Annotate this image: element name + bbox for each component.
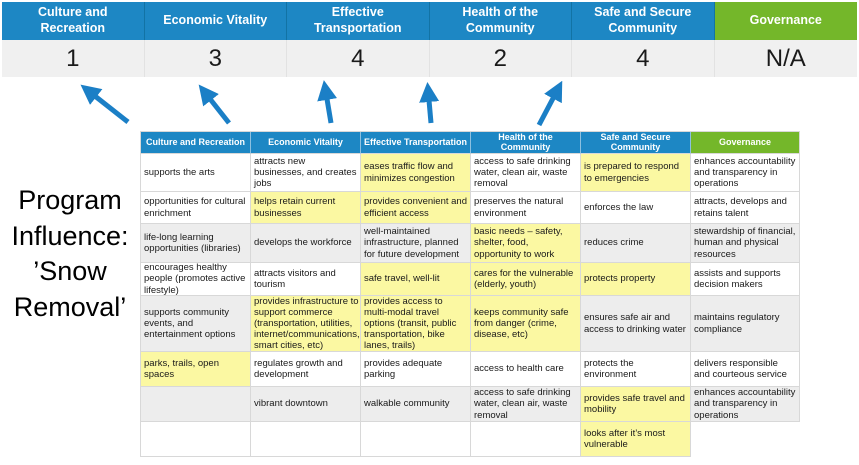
matrix-cell-safe-travel-well-lit: safe travel, well-lit [361,263,471,296]
matrix-cell-helps-retain-current-businesses: helps retain current businesses [251,192,361,224]
matrix-cell-walkable-community: walkable community [361,387,471,422]
matrix-cell-access-to-safe-drinking-water-clean-air-: access to safe drinking water, clean air… [471,387,581,422]
influence-matrix-table: Culture and Recreation Economic Vitality E… [140,131,800,457]
matrix-header-governance: Governance [691,132,800,154]
matrix-header-health-of-the-community: Health of the Community [471,132,581,154]
matrix-cell-provides-safe-travel-and-mobility: provides safe travel and mobility [581,387,691,422]
banner-header-economic-vitality: Economic Vitality [144,2,287,40]
score-value-economic-vitality: 3 [144,40,287,77]
page-title: Program Influence: ’Snow Removal’ [0,183,140,326]
matrix-cell-preserves-the-natural-environment: preserves the natural environment [471,192,581,224]
matrix-cell-provides-infrastructure-to-support-comme: provides infrastructure to support comme… [251,296,361,352]
matrix-cell-access-to-health-care: access to health care [471,352,581,387]
matrix-cell-enforces-the-law: enforces the law [581,192,691,224]
matrix-cell-is-prepared-to-respond-to-emergencies: is prepared to respond to emergencies [581,154,691,192]
matrix-cell-keeps-community-safe-from-danger-crime-d: keeps community safe from danger (crime,… [471,296,581,352]
priority-score-banner: Culture and Recreation Economic Vitality E… [2,2,857,77]
matrix-cell-empty-r8c1 [141,422,251,457]
matrix-cell-access-to-safe-drinking-water-clean-air-: access to safe drinking water, clean air… [471,154,581,192]
arrow-to-safe-and-secure-community [536,80,563,127]
matrix-cell-provides-access-to-multi-modal-travel-op: provides access to multi-modal travel op… [361,296,471,352]
matrix-cell-assists-and-supports-decision-makers: assists and supports decision makers [691,263,800,296]
banner-header-safe-and-secure-community: Safe and Secure Community [572,2,715,40]
matrix-cell-delivers-responsible-and-courteous-servi: delivers responsible and courteous servi… [691,352,800,387]
matrix-cell-protects-property: protects property [581,263,691,296]
banner-header-governance: Governance [714,2,857,40]
matrix-cell-cares-for-the-vulnerable-elderly-youth: cares for the vulnerable (elderly, youth… [471,263,581,296]
matrix-header-effective-transportation: Effective Transportation [361,132,471,154]
matrix-cell-attracts-develops-and-retains-talent: attracts, develops and retains talent [691,192,800,224]
arrow-to-culture-and-recreation [80,84,130,124]
matrix-cell-attracts-visitors-and-tourism: attracts visitors and tourism [251,263,361,296]
banner-header-row: Culture and Recreation Economic Vitality E… [2,2,857,40]
matrix-cell-provides-convenient-and-efficient-access: provides convenient and efficient access [361,192,471,224]
matrix-cell-protects-the-environment: protects the environment [581,352,691,387]
matrix-cell-empty-r7c1 [141,387,251,422]
page-title-line: Removal’ [13,291,127,322]
matrix-cell-ensures-safe-air-and-access-to-drinking-: ensures safe air and access to drinking … [581,296,691,352]
banner-header-culture-and-recreation: Culture and Recreation [2,2,145,40]
matrix-cell-stewardship-of-financial-human-and-physi: stewardship of financial, human and phys… [691,224,800,263]
matrix-cell-enhances-accountability-and-transparency: enhances accountability and transparency… [691,154,800,192]
arrow-to-economic-vitality [198,84,231,125]
banner-header-effective-transportation: Effective Transportation [287,2,430,40]
matrix-cell-vibrant-downtown: vibrant downtown [251,387,361,422]
matrix-cell-provides-adequate-parking: provides adequate parking [361,352,471,387]
matrix-cell-well-maintained-infrastructure-planned-f: well-maintained infrastructure, planned … [361,224,471,263]
arrow-to-effective-transportation [317,80,338,124]
score-value-effective-transportation: 4 [287,40,430,77]
matrix-cell-maintains-regulatory-compliance: maintains regulatory compliance [691,296,800,352]
matrix-cell-attracts-new-businesses-and-creates-jobs: attracts new businesses, and creates job… [251,154,361,192]
matrix-cell-empty-r8c6 [691,422,800,457]
page-title-line: Program [18,185,122,215]
matrix-cell-encourages-healthy-people-promotes-activ: encourages healthy people (promotes acti… [141,263,251,296]
matrix-cell-eases-traffic-flow-and-minimizes-congest: eases traffic flow and minimizes congest… [361,154,471,192]
matrix-cell-regulates-growth-and-development: regulates growth and development [251,352,361,387]
matrix-cell-basic-needs-safety-shelter-food-opportun: basic needs – safety, shelter, food, opp… [471,224,581,263]
page-title-line: ’Snow [33,256,107,287]
banner-score-row: 1 3 4 2 4 N/A [2,40,857,77]
matrix-header-safe-and-secure-community: Safe and Secure Community [581,132,691,154]
influence-arrows [80,80,563,127]
arrow-to-health-of-the-community [419,82,440,124]
matrix-cell-empty-r8c2 [251,422,361,457]
matrix-cell-supports-the-arts: supports the arts [141,154,251,192]
matrix-cell-empty-r8c4 [471,422,581,457]
score-value-health-of-the-community: 2 [429,40,572,77]
page-title-line: Influence: [11,220,129,251]
banner-header-health-of-the-community: Health of the Community [429,2,572,40]
matrix-header-economic-vitality: Economic Vitality [251,132,361,154]
score-value-culture-and-recreation: 1 [2,40,145,77]
matrix-cell-supports-community-events-and-entertainm: supports community events, and entertain… [141,296,251,352]
matrix-cell-develops-the-workforce: develops the workforce [251,224,361,263]
matrix-cell-reduces-crime: reduces crime [581,224,691,263]
matrix-cell-empty-r8c3 [361,422,471,457]
matrix-cell-enhances-accountability-and-transparency: enhances accountability and transparency… [691,387,800,422]
matrix-cell-looks-after-it-s-most-vulnerable: looks after it’s most vulnerable [581,422,691,457]
matrix-header-culture-and-recreation: Culture and Recreation [141,132,251,154]
matrix-cell-opportunities-for-cultural-enrichment: opportunities for cultural enrichment [141,192,251,224]
score-value-safe-and-secure-community: 4 [572,40,715,77]
matrix-cell-parks-trails-open-spaces: parks, trails, open spaces [141,352,251,387]
score-value-governance: N/A [714,40,857,77]
matrix-cell-life-long-learning-opportunities-librari: life-long learning opportunities (librar… [141,224,251,263]
